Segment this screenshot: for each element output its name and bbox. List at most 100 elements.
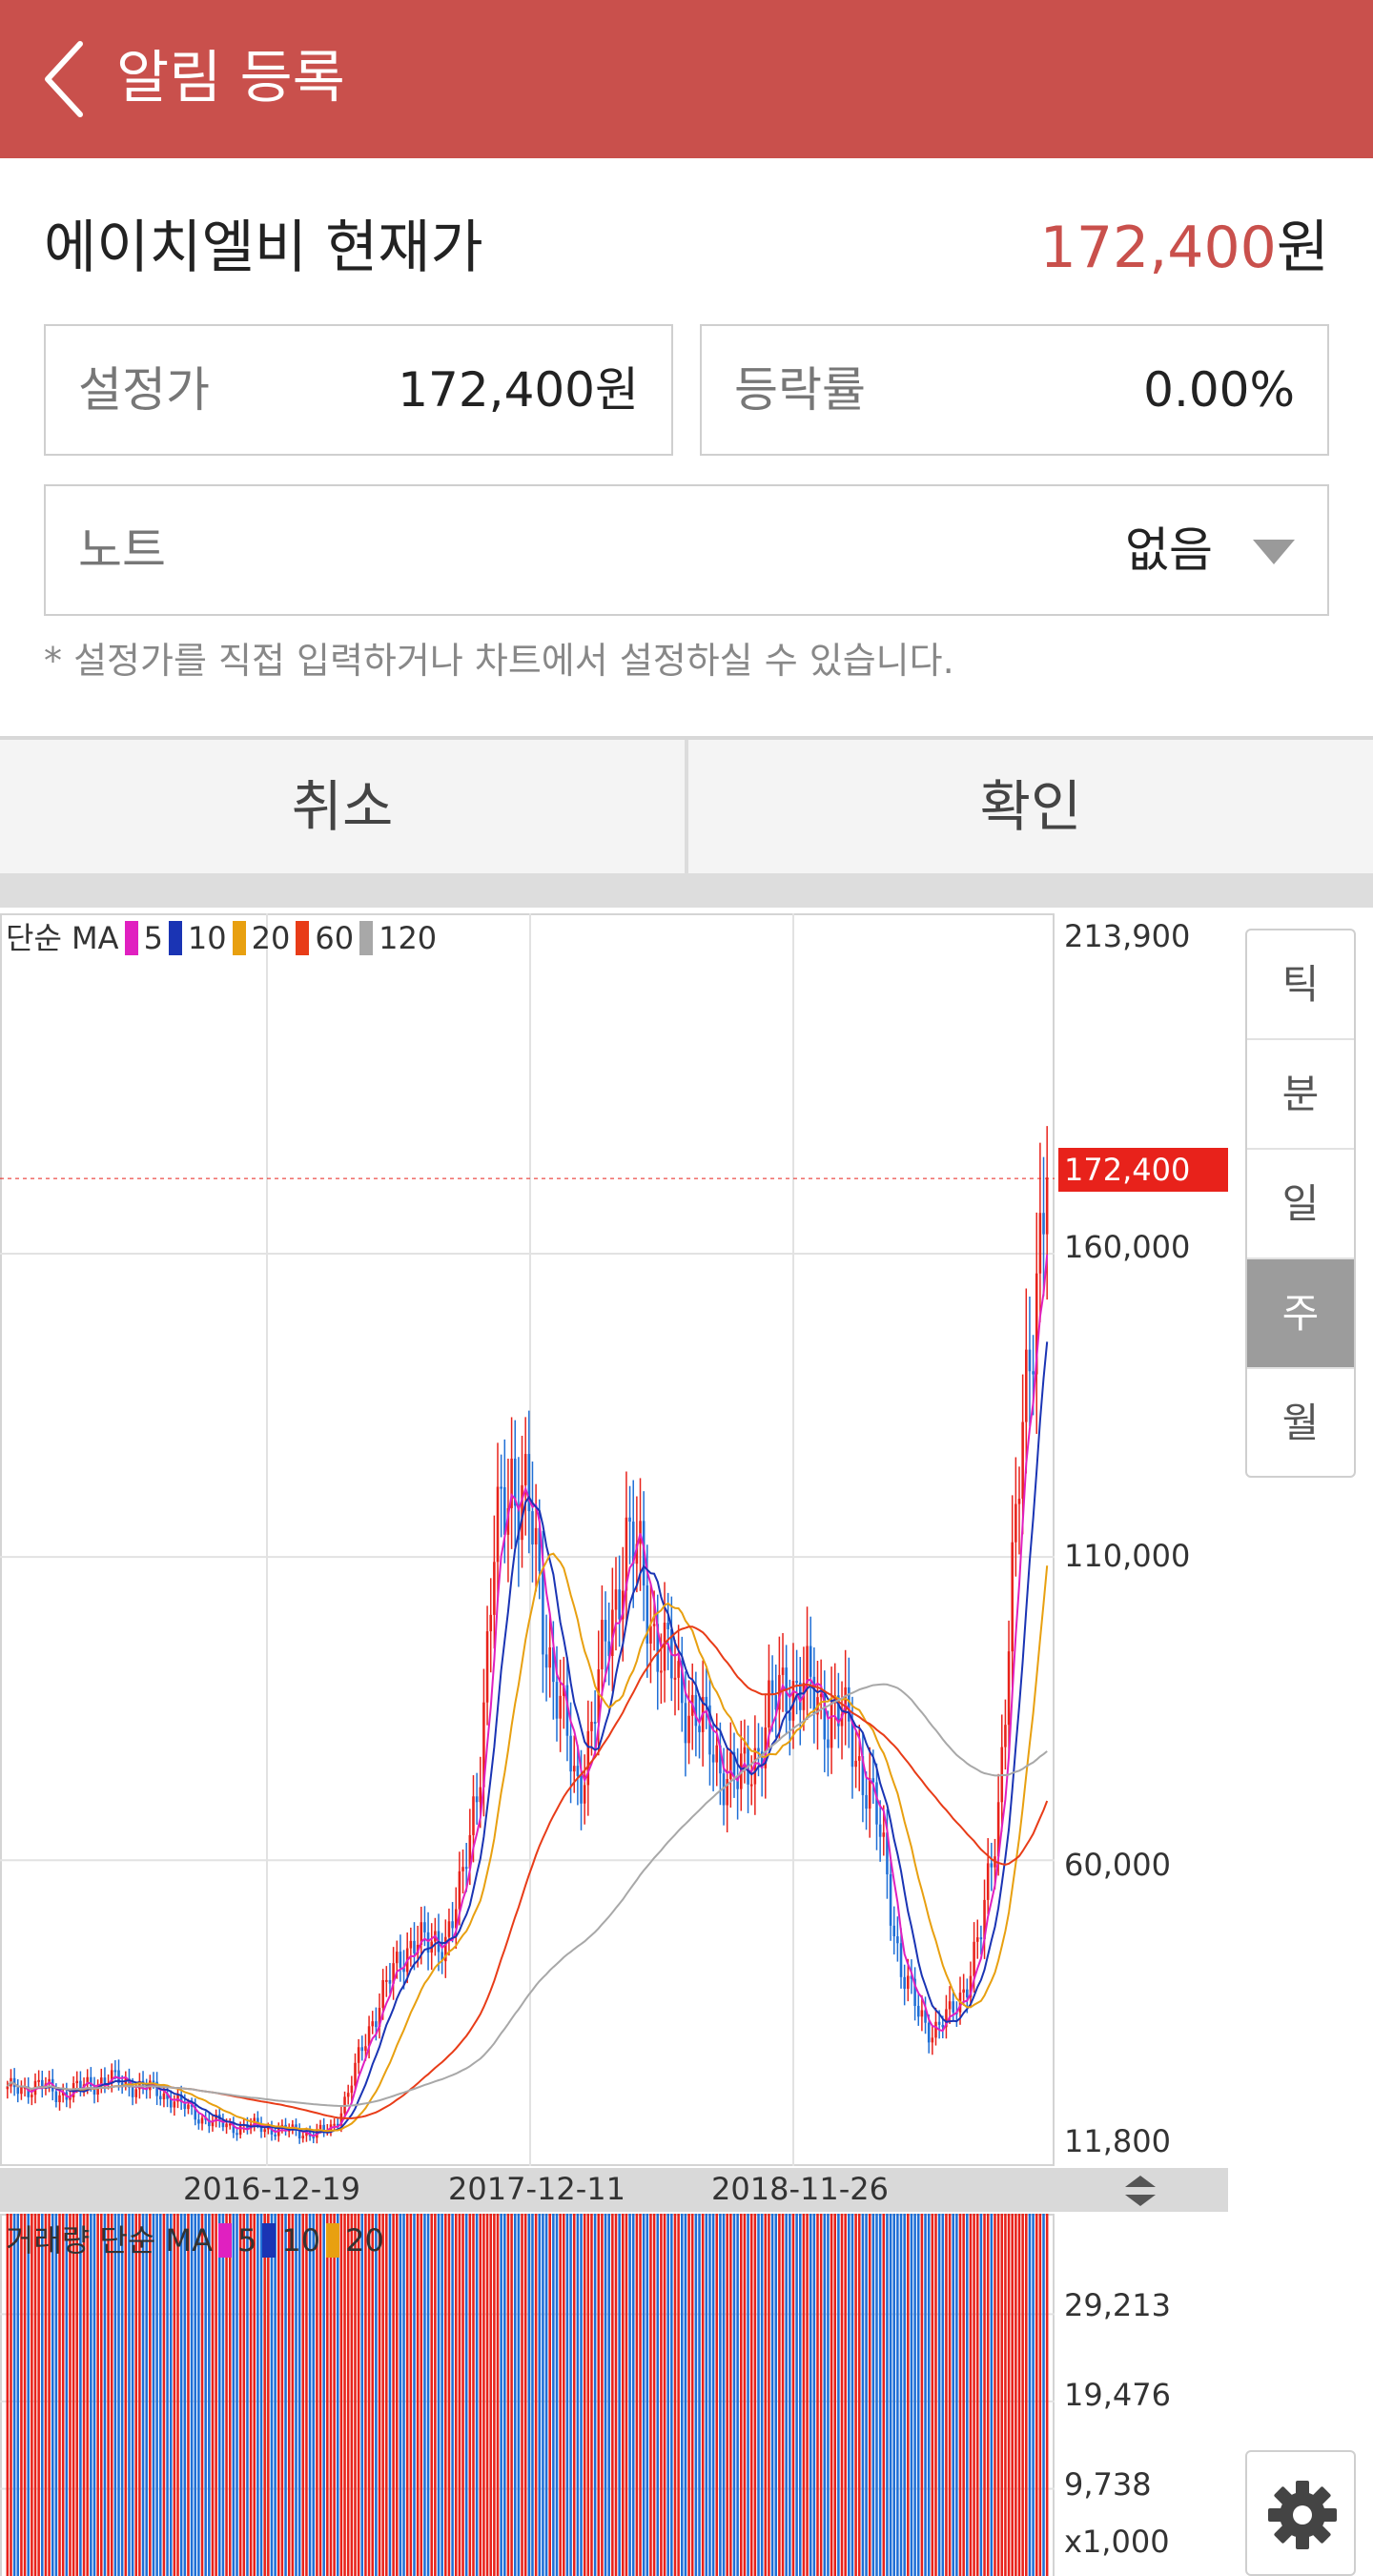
volume-bar — [705, 2214, 708, 2576]
volume-bar — [253, 2214, 256, 2576]
candle-body — [830, 1703, 833, 1748]
candle-body — [760, 1751, 764, 1768]
volume-bar — [318, 2214, 322, 2576]
candle-body — [221, 2120, 225, 2128]
volume-bar — [155, 2214, 158, 2576]
chevron-left-icon[interactable] — [38, 36, 95, 122]
legend-swatch-ma5 — [124, 921, 138, 955]
volume-bar — [586, 2214, 590, 2576]
volume-bar — [479, 2214, 482, 2576]
volume-bar — [1007, 2214, 1011, 2576]
ma20-line — [7, 1552, 1049, 2133]
volume-bar — [270, 2214, 274, 2576]
volume-bar — [732, 2214, 736, 2576]
volume-bar — [990, 2214, 994, 2576]
candle-body — [451, 1921, 454, 1929]
candle-body — [375, 2021, 378, 2028]
period-minute[interactable]: 분 — [1247, 1040, 1354, 1150]
volume-bar — [559, 2214, 562, 2576]
volume-bar — [521, 2214, 523, 2576]
x-tick-label: 2017-12-11 — [448, 2171, 625, 2207]
volume-bar — [437, 2214, 441, 2576]
dropdown-arrow-icon — [1253, 540, 1295, 564]
candle-body — [1035, 1273, 1038, 1375]
legend-item-vol-ma5: 5 — [237, 2222, 257, 2259]
volume-bar — [555, 2214, 559, 2576]
volume-bar — [966, 2214, 969, 2576]
volume-bar — [179, 2214, 183, 2576]
volume-chart[interactable] — [0, 2214, 1058, 2576]
candle-body — [357, 2047, 360, 2063]
volume-bar — [284, 2214, 287, 2576]
note-dropdown[interactable]: 노트 없음 — [44, 484, 1329, 616]
candle-body — [576, 1766, 580, 1776]
volume-bar — [1000, 2214, 1004, 2576]
candle-body — [531, 1511, 534, 1545]
candle-body — [865, 1794, 868, 1809]
confirm-button[interactable]: 확인 — [688, 740, 1373, 873]
candle-body — [176, 2095, 179, 2102]
period-month[interactable]: 월 — [1281, 1400, 1320, 1446]
candle-body — [399, 1952, 402, 1969]
volume-bar — [631, 2214, 635, 2576]
legend-item-vol-ma20: 20 — [345, 2222, 384, 2259]
volume-bar — [701, 2214, 705, 2576]
candle-body — [861, 1756, 865, 1795]
candle-body — [681, 1661, 684, 1704]
volume-bar — [934, 2214, 937, 2576]
volume-bar — [531, 2214, 534, 2576]
volume-bar — [739, 2214, 743, 2576]
candle-body — [263, 2129, 266, 2133]
candle-body — [378, 2008, 381, 2028]
volume-bar — [305, 2214, 308, 2576]
candle-body — [907, 1975, 910, 1990]
volume-bar — [907, 2214, 910, 2576]
legend-swatch-ma60 — [296, 921, 310, 955]
volume-bar — [489, 2214, 492, 2576]
candle-body — [868, 1778, 871, 1809]
volume-bar — [249, 2214, 253, 2576]
period-day[interactable]: 일 — [1247, 1150, 1354, 1259]
price-chart[interactable] — [0, 913, 1058, 2166]
candle-body — [848, 1687, 850, 1722]
candle-body — [270, 2127, 274, 2135]
divider — [0, 736, 1373, 740]
volume-bar — [134, 2214, 138, 2576]
candle-body — [927, 2022, 931, 2043]
volume-bar — [639, 2214, 642, 2576]
change-rate-field[interactable]: 등락률 0.00% — [700, 324, 1329, 456]
candle-body — [952, 2001, 954, 2013]
candle-body — [798, 1682, 802, 1710]
period-tick[interactable]: 틱 — [1247, 930, 1354, 1040]
candle-body — [593, 1722, 597, 1725]
candle-body — [31, 2095, 33, 2097]
candle-body — [871, 1778, 875, 1783]
app-header: 알림 등록 — [0, 0, 1373, 158]
candle-body — [631, 1522, 635, 1564]
candle-body — [131, 2087, 134, 2097]
volume-bar — [41, 2214, 44, 2576]
set-price-field[interactable]: 설정가 172,400원 — [44, 324, 673, 456]
volume-bar — [333, 2214, 336, 2576]
volume-bar — [27, 2214, 30, 2576]
settings-button[interactable] — [1245, 2450, 1356, 2576]
volume-bar — [945, 2214, 948, 2576]
candle-body — [413, 1940, 416, 1953]
volume-bar — [246, 2214, 249, 2576]
candle-body — [774, 1695, 778, 1710]
candle-body — [757, 1748, 760, 1752]
volume-bar — [103, 2214, 107, 2576]
volume-bar — [868, 2214, 871, 2576]
candle-body — [544, 1654, 548, 1668]
volume-bar — [910, 2214, 913, 2576]
period-week[interactable]: 주 — [1247, 1259, 1354, 1369]
hint-text: * 설정가를 직접 입력하거나 차트에서 설정하실 수 있습니다. — [44, 640, 954, 682]
volume-bar — [886, 2214, 889, 2576]
cancel-button[interactable]: 취소 — [0, 740, 685, 873]
resize-handle-icon[interactable] — [1121, 2172, 1159, 2210]
candle-body — [16, 2087, 20, 2095]
legend-item-ma60: 60 — [315, 920, 355, 956]
candle-body — [882, 1832, 886, 1837]
candle-body — [622, 1590, 625, 1620]
volume-bar — [1014, 2214, 1017, 2576]
